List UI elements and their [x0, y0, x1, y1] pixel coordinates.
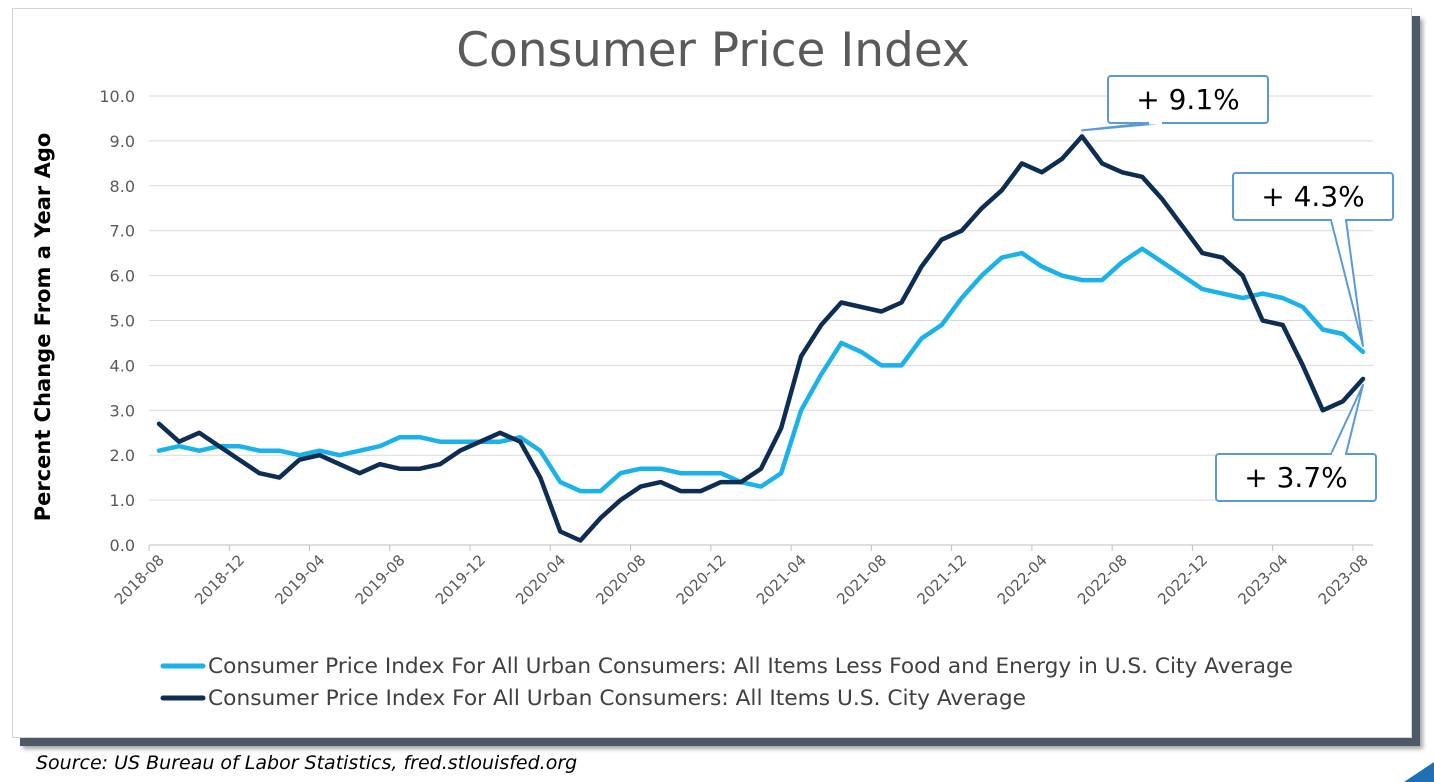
x-tick-label: 2021-04 [753, 551, 810, 608]
y-tick-label: 0.0 [110, 536, 135, 555]
x-tick-label: 2021-12 [913, 551, 970, 608]
x-tick-label: 2023-04 [1234, 551, 1291, 608]
annotations: + 9.1% + 4.3% + 3.7% [1081, 75, 1394, 502]
y-tick-label: 4.0 [110, 356, 135, 375]
y-tick-label: 6.0 [110, 267, 135, 286]
x-tick-label: 2022-08 [1074, 551, 1131, 608]
legend: Consumer Price Index For All Urban Consu… [160, 654, 1293, 710]
callout-pointer [1330, 219, 1364, 347]
callout-label: + 9.1% [1136, 83, 1240, 116]
x-tick-label: 2019-04 [271, 551, 328, 608]
legend-label: Consumer Price Index For All Urban Consu… [208, 654, 1293, 678]
y-tick-label: 2.0 [110, 446, 135, 465]
x-tick-label: 2019-08 [352, 551, 409, 608]
x-tick-label: 2020-08 [592, 551, 649, 608]
x-tick-label: 2020-04 [512, 551, 569, 608]
legend-label: Consumer Price Index For All Urban Consu… [208, 686, 1026, 710]
callout-box [1232, 172, 1394, 221]
y-tick-label: 7.0 [110, 222, 135, 241]
y-axis-ticks: 0.0 1.0 2.0 3.0 4.0 5.0 6.0 7.0 8.0 9.0 10.0 [99, 87, 135, 555]
x-tick-label: 2022-04 [994, 551, 1051, 608]
x-tick-label: 2019-12 [432, 551, 489, 608]
chart-title: Consumer Price Index [456, 23, 970, 78]
y-tick-label: 9.0 [110, 132, 135, 151]
x-axis-ticks: 2018-08 2018-12 2019-04 2019-08 2019-12 2020-… [111, 544, 1373, 608]
series-line-2 [156, 134, 1366, 543]
legend-item-2: Consumer Price Index For All Urban Consu… [160, 686, 1026, 710]
source-note: Source: US Bureau of Labor Statistics, f… [36, 752, 578, 774]
callout-1: + 9.1% [1081, 75, 1269, 132]
y-tick-label: 10.0 [99, 87, 135, 106]
callout-label: + 3.7% [1244, 461, 1348, 494]
x-tick-label: 2023-08 [1315, 551, 1372, 608]
callout-2: + 4.3% [1232, 172, 1394, 347]
chart-card: Consumer Price Index 0.0 1.0 2.0 3.0 4.0 5.0 6… [12, 8, 1412, 738]
callout-box [1215, 453, 1377, 502]
y-tick-label: 1.0 [110, 491, 135, 510]
x-tick-label: 2022-12 [1154, 551, 1211, 608]
callout-box [1107, 75, 1269, 124]
series-lines [156, 134, 1366, 543]
legend-item-1: Consumer Price Index For All Urban Consu… [160, 654, 1293, 678]
y-tick-label: 8.0 [110, 177, 135, 196]
y-axis-label: Percent Change From a Year Ago [31, 133, 55, 522]
chart: Consumer Price Index 0.0 1.0 2.0 3.0 4.0 5.0 6… [31, 23, 1394, 710]
y-tick-label: 3.0 [110, 401, 135, 420]
series-line-1 [156, 246, 1366, 494]
callout-label: + 4.3% [1261, 180, 1365, 213]
callout-3: + 3.7% [1215, 383, 1377, 502]
x-tick-label: 2021-08 [833, 551, 890, 608]
gridlines [149, 95, 1373, 546]
corner-decoration [1404, 762, 1434, 782]
x-tick-label: 2018-12 [191, 551, 248, 608]
y-tick-label: 5.0 [110, 312, 135, 331]
x-tick-label: 2020-12 [673, 551, 730, 608]
x-tick-label: 2018-08 [111, 551, 168, 608]
